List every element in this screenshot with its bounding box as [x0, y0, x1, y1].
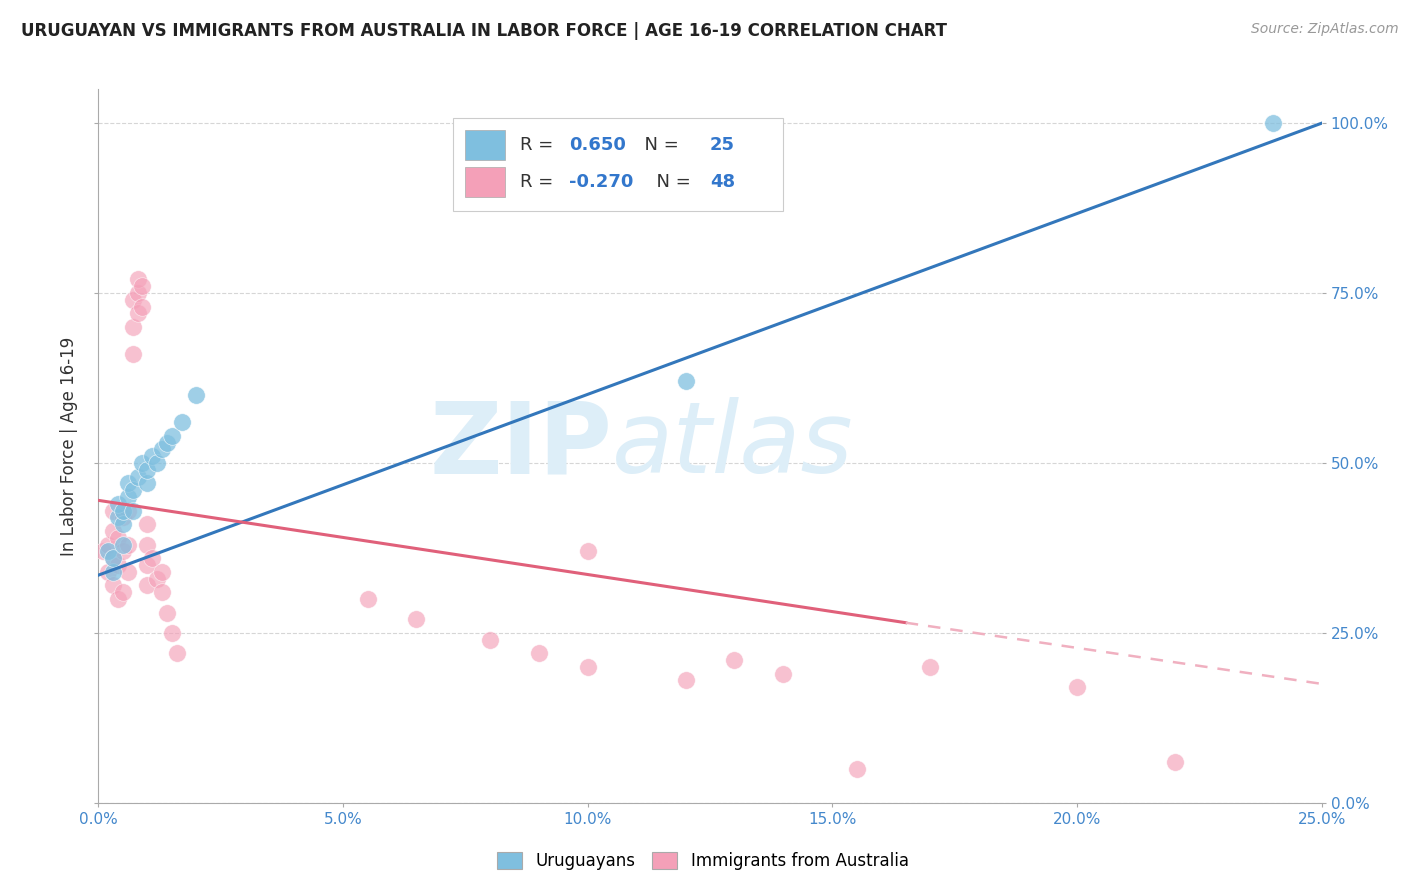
- Point: [136, 463, 159, 477]
- Point: [141, 551, 163, 566]
- Point: [107, 510, 129, 524]
- Text: atlas: atlas: [612, 398, 853, 494]
- Text: 48: 48: [710, 173, 735, 191]
- Point: [101, 503, 124, 517]
- Point: [121, 293, 143, 307]
- Point: [675, 673, 697, 688]
- Point: [1261, 116, 1284, 130]
- Point: [136, 476, 159, 491]
- Point: [166, 646, 188, 660]
- Y-axis label: In Labor Force | Age 16-19: In Labor Force | Age 16-19: [60, 336, 79, 556]
- Point: [121, 347, 143, 361]
- Point: [111, 503, 134, 517]
- Point: [97, 537, 120, 551]
- Point: [107, 497, 129, 511]
- Point: [131, 300, 153, 314]
- Point: [121, 483, 143, 498]
- Point: [1066, 680, 1088, 694]
- Point: [136, 558, 159, 572]
- Point: [160, 429, 183, 443]
- Point: [920, 660, 942, 674]
- Point: [186, 388, 208, 402]
- Text: Source: ZipAtlas.com: Source: ZipAtlas.com: [1251, 22, 1399, 37]
- Point: [127, 469, 149, 483]
- Point: [141, 449, 163, 463]
- Point: [121, 320, 143, 334]
- Point: [131, 456, 153, 470]
- Text: 0.650: 0.650: [569, 136, 626, 153]
- Point: [170, 415, 193, 429]
- Point: [150, 442, 173, 457]
- Point: [107, 591, 129, 606]
- Point: [101, 551, 124, 566]
- Point: [478, 632, 501, 647]
- Point: [127, 286, 149, 301]
- Point: [405, 612, 427, 626]
- Text: ZIP: ZIP: [429, 398, 612, 494]
- Point: [772, 666, 794, 681]
- Point: [117, 565, 139, 579]
- Legend: Uruguayans, Immigrants from Australia: Uruguayans, Immigrants from Australia: [491, 845, 915, 877]
- Point: [127, 306, 149, 320]
- Point: [117, 537, 139, 551]
- Point: [675, 375, 697, 389]
- Text: N =: N =: [633, 136, 685, 153]
- Point: [156, 606, 179, 620]
- Point: [150, 565, 173, 579]
- Point: [121, 503, 143, 517]
- FancyBboxPatch shape: [465, 130, 505, 160]
- Point: [111, 517, 134, 532]
- FancyBboxPatch shape: [465, 167, 505, 197]
- FancyBboxPatch shape: [453, 118, 783, 211]
- Point: [356, 591, 378, 606]
- Point: [91, 544, 114, 558]
- Point: [576, 660, 599, 674]
- Point: [156, 435, 179, 450]
- Point: [97, 565, 120, 579]
- Point: [723, 653, 745, 667]
- Point: [127, 272, 149, 286]
- Point: [117, 476, 139, 491]
- Point: [160, 626, 183, 640]
- Point: [150, 585, 173, 599]
- Point: [131, 279, 153, 293]
- Point: [136, 537, 159, 551]
- Text: -0.270: -0.270: [569, 173, 634, 191]
- Point: [101, 578, 124, 592]
- Point: [107, 531, 129, 545]
- Point: [117, 503, 139, 517]
- Point: [111, 537, 134, 551]
- Text: R =: R =: [520, 173, 560, 191]
- Point: [1164, 755, 1187, 769]
- Point: [101, 565, 124, 579]
- Point: [527, 646, 550, 660]
- Point: [136, 517, 159, 532]
- Text: R =: R =: [520, 136, 560, 153]
- Point: [576, 544, 599, 558]
- Point: [97, 544, 120, 558]
- Point: [845, 762, 868, 776]
- Point: [136, 578, 159, 592]
- Text: 25: 25: [710, 136, 735, 153]
- Point: [101, 551, 124, 566]
- Point: [107, 558, 129, 572]
- Point: [111, 544, 134, 558]
- Point: [101, 524, 124, 538]
- Text: N =: N =: [645, 173, 697, 191]
- Point: [117, 490, 139, 504]
- Point: [111, 510, 134, 524]
- Point: [146, 572, 169, 586]
- Point: [146, 456, 169, 470]
- Text: URUGUAYAN VS IMMIGRANTS FROM AUSTRALIA IN LABOR FORCE | AGE 16-19 CORRELATION CH: URUGUAYAN VS IMMIGRANTS FROM AUSTRALIA I…: [21, 22, 948, 40]
- Point: [111, 585, 134, 599]
